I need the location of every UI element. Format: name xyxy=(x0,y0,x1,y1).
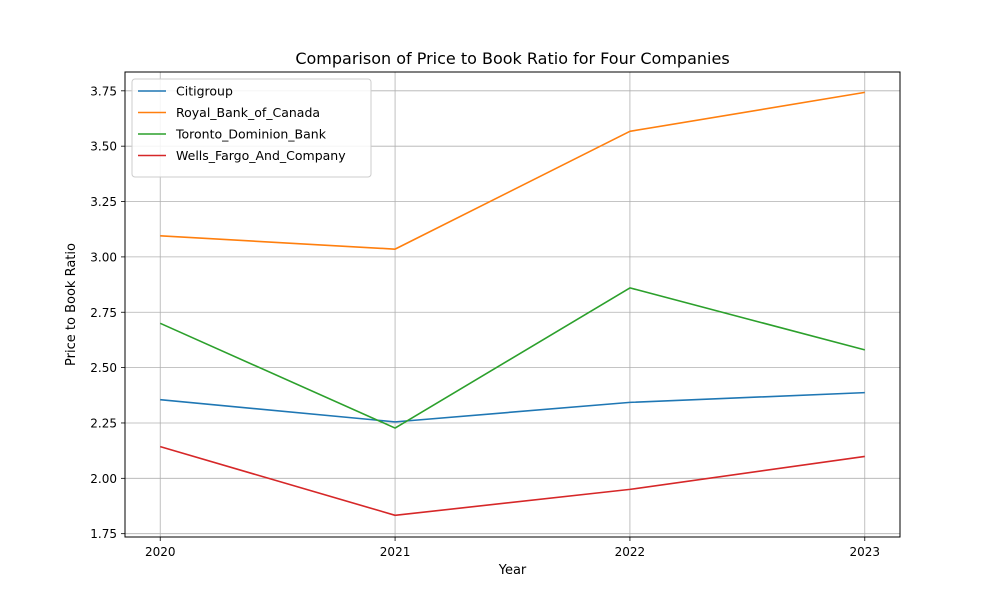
y-tick-label: 2.50 xyxy=(90,361,117,375)
series-line-toronto-dominion-bank xyxy=(159,287,865,429)
y-tick-label: 2.75 xyxy=(90,306,117,320)
x-tick-label: 2020 xyxy=(145,545,176,559)
y-tick-label: 3.00 xyxy=(90,250,117,264)
y-tick-label: 3.25 xyxy=(90,195,117,209)
series-line-citigroup xyxy=(160,391,865,423)
x-tick-label: 2022 xyxy=(615,545,646,559)
x-tick-label: 2021 xyxy=(380,545,411,559)
series-lines xyxy=(159,91,865,517)
y-tick-label: 3.75 xyxy=(90,84,117,98)
legend-label: Royal_Bank_of_Canada xyxy=(176,105,320,120)
legend-label: Citigroup xyxy=(176,84,233,99)
y-tick-label: 2.00 xyxy=(90,472,117,486)
chart-title: Comparison of Price to Book Ratio for Fo… xyxy=(295,49,729,68)
legend-box xyxy=(131,78,372,178)
y-tick-label: 3.50 xyxy=(90,140,117,154)
y-tick-label: 1.75 xyxy=(90,527,117,541)
y-axis-title: Price to Book Ratio xyxy=(64,243,79,366)
series-line-royal-bank-of-canada xyxy=(160,91,865,250)
x-tick-label: 2023 xyxy=(849,545,880,559)
legend-label: Toronto_Dominion_Bank xyxy=(175,127,327,142)
legend-label: Wells_Fargo_And_Company xyxy=(176,148,346,163)
plot-area-frame xyxy=(124,71,901,538)
axis-ticks: 2020 2021 2022 2023 1.75 2.00 2.25 2.50 2.75 3.00… xyxy=(90,84,880,559)
legend: Citigroup Royal_Bank_of_Canada Toronto_Dom… xyxy=(131,78,372,178)
series-line-wells-fargo-and-company xyxy=(160,445,865,517)
x-axis-title: Year xyxy=(498,563,527,578)
y-tick-label: 2.25 xyxy=(90,416,117,430)
